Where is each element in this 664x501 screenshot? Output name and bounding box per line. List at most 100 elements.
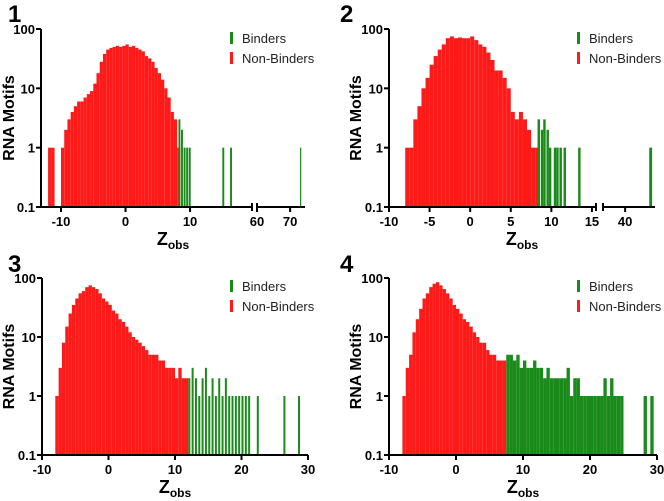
bar-binders: [578, 147, 581, 207]
bar-non-binders: [429, 287, 433, 455]
bar-binders: [643, 396, 647, 455]
y-tick-label: 10: [22, 330, 36, 345]
panel-2: 0.1 1 10 100 -10 -5 0 5 10 15 40 2 RNA Motifs Zobs Bin…: [340, 1, 662, 252]
legend-label: Binders: [242, 279, 287, 294]
y-tick-label: 1: [376, 141, 383, 156]
bar-non-binders: [64, 129, 68, 207]
bar-non-binders: [502, 360, 507, 455]
bar-binders: [620, 396, 624, 455]
bar-non-binders: [171, 367, 175, 455]
bar-non-binders: [68, 313, 72, 455]
bar-non-binders: [121, 321, 126, 455]
y-axis: 0.1 1 10 100: [14, 271, 43, 463]
x-tick-label: 30: [650, 462, 664, 477]
bar-non-binders: [51, 147, 55, 207]
bar-binders: [201, 378, 204, 455]
x-axis: -10 0 10 20 30: [380, 454, 664, 477]
series-non-binders: [48, 44, 181, 208]
x-tick-label: 0: [122, 214, 129, 229]
bar-binders: [533, 360, 537, 455]
bar-non-binders: [111, 310, 116, 455]
bar-non-binders: [535, 147, 540, 207]
bar-non-binders: [459, 313, 463, 455]
bar-binders: [283, 396, 286, 455]
bar-binders: [539, 367, 544, 455]
bar-non-binders: [105, 301, 109, 455]
bar-binders: [221, 396, 224, 455]
y-tick-label: 1: [29, 389, 36, 404]
bar-binders: [208, 396, 211, 455]
bar-non-binders: [449, 298, 453, 455]
bar-non-binders: [115, 45, 120, 208]
bar-non-binders: [415, 319, 420, 455]
y-tick-label: 10: [21, 81, 35, 96]
x-tick-label: -10: [33, 462, 52, 477]
bar-non-binders: [413, 119, 418, 207]
bar-non-binders: [170, 111, 174, 207]
bar-binders: [523, 360, 527, 455]
legend-swatch-non-binders: [230, 52, 233, 64]
bar-non-binders: [492, 354, 497, 455]
x-tick-label: 0: [452, 462, 459, 477]
bar-binders: [543, 119, 546, 207]
bar-binders: [546, 367, 550, 455]
bar-non-binders: [90, 91, 94, 207]
bar-binders: [526, 367, 530, 455]
bar-non-binders: [478, 44, 483, 207]
bar-binders: [244, 396, 247, 455]
bar-binders: [256, 396, 259, 455]
bar-non-binders: [102, 53, 107, 208]
bar-non-binders: [409, 147, 414, 207]
y-tick-label: 100: [361, 271, 383, 286]
x-tick-label: 0: [105, 462, 112, 477]
legend-swatch-binders: [577, 32, 580, 44]
bar-non-binders: [88, 285, 92, 455]
bar-non-binders: [75, 298, 79, 455]
bar-non-binders: [138, 49, 142, 208]
bar-binders: [298, 396, 301, 455]
legend-swatch-binders: [230, 280, 233, 292]
bar-non-binders: [148, 58, 152, 208]
bar-non-binders: [452, 304, 456, 455]
bar-non-binders: [449, 36, 454, 208]
bar-non-binders: [164, 88, 168, 207]
bar-non-binders: [109, 47, 113, 207]
bar-non-binders: [65, 326, 69, 455]
x-tick-label: -10: [380, 462, 399, 477]
bar-non-binders: [486, 350, 490, 455]
legend-swatch-non-binders: [577, 52, 580, 64]
bar-non-binders: [469, 326, 473, 455]
bar-non-binders: [106, 49, 110, 208]
legend-label: Non-Binders: [589, 51, 662, 66]
y-tick-label: 100: [361, 22, 383, 37]
bar-non-binders: [489, 354, 493, 455]
bar-binders: [563, 147, 566, 207]
bar-non-binders: [510, 111, 515, 207]
y-tick-label: 10: [369, 81, 383, 96]
bar-non-binders: [71, 304, 76, 455]
x-tick-label: 20: [234, 462, 248, 477]
bar-binders: [616, 396, 621, 455]
x-tick-label: 60: [250, 214, 264, 229]
bar-binders: [549, 378, 554, 455]
bar-non-binders: [499, 360, 503, 455]
bar-non-binders: [91, 287, 96, 455]
bar-non-binders: [422, 298, 426, 455]
x-tick-label: 20: [583, 462, 597, 477]
bar-binders: [516, 354, 520, 455]
bar-non-binders: [131, 337, 136, 455]
bar-binders: [563, 378, 567, 455]
bar-binders: [509, 354, 513, 455]
bar-binders: [181, 129, 183, 207]
bar-binders: [610, 378, 614, 455]
bar-non-binders: [405, 147, 410, 207]
bar-non-binders: [83, 97, 87, 207]
bar-non-binders: [80, 101, 84, 207]
bar-binders: [569, 396, 574, 455]
bar-non-binders: [98, 293, 102, 455]
x-axis-label: Zobs: [506, 229, 539, 252]
bar-non-binders: [145, 350, 149, 455]
bar-binders: [231, 396, 234, 455]
bar-non-binders: [167, 97, 171, 207]
bar-binders: [230, 147, 232, 207]
